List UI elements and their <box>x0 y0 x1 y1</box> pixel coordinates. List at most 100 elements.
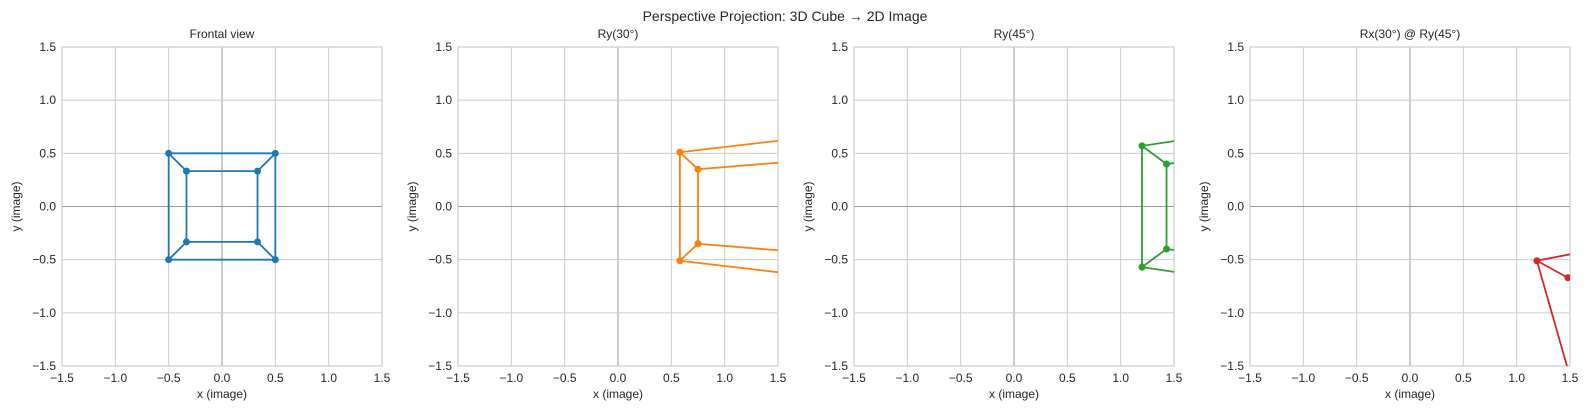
y-tick-label: 0.5 <box>831 146 848 160</box>
grid <box>1249 46 1571 367</box>
y-tick-label: 1.5 <box>831 40 848 54</box>
x-tick-label: 0.5 <box>663 371 680 385</box>
cube-vertex <box>182 167 190 175</box>
cube-vertex <box>182 238 190 246</box>
cube-edge <box>1536 260 1568 366</box>
x-tick-label: −0.5 <box>553 371 577 385</box>
cube-vertex <box>1138 142 1146 150</box>
cube-vertex <box>254 167 262 175</box>
x-axis-label: x (image) <box>197 387 247 401</box>
x-tick-label: −1.5 <box>50 371 74 385</box>
axes-frame <box>853 46 1175 367</box>
cube-edge <box>1141 145 1168 165</box>
x-axis-label: x (image) <box>593 387 643 401</box>
y-tick-label: −0.5 <box>32 253 56 267</box>
cube-vertex <box>676 257 684 265</box>
y-tick-label: 0.5 <box>435 146 452 160</box>
y-tick-label: 1.0 <box>39 93 56 107</box>
cube-vertex <box>254 238 262 246</box>
cube-vertex <box>1564 274 1570 282</box>
y-tick-label: 0.5 <box>39 146 56 160</box>
y-tick-label: 1.0 <box>1227 93 1244 107</box>
axes-frame <box>457 46 779 367</box>
subplot-title: Ry(30°) <box>598 27 639 41</box>
axes-frame <box>1249 46 1571 367</box>
y-axis-label: y (image) <box>801 181 815 231</box>
x-tick-label: 0.5 <box>1059 371 1076 385</box>
x-axis-label: x (image) <box>1385 387 1435 401</box>
x-tick-label: −1.0 <box>103 371 127 385</box>
grid <box>61 46 383 367</box>
y-tick-label: −0.5 <box>428 253 452 267</box>
x-tick-label: 0.5 <box>267 371 284 385</box>
y-tick-label: −1.5 <box>32 359 56 373</box>
x-tick-label: 1.5 <box>770 371 787 385</box>
y-tick-label: −1.0 <box>1220 306 1244 320</box>
cube-vertex <box>165 256 173 264</box>
cube-projection <box>165 149 279 264</box>
grid <box>853 46 1175 367</box>
cube-edge <box>168 241 188 261</box>
cube-edge <box>1536 253 1570 262</box>
cube-edge <box>256 241 276 261</box>
y-tick-label: 0.0 <box>435 200 452 214</box>
cube-edge <box>679 243 699 262</box>
y-tick-label: 1.5 <box>39 40 56 54</box>
x-tick-label: 1.0 <box>716 371 733 385</box>
subplot-title: Rx(30°) @ Ry(45°) <box>1360 27 1460 41</box>
x-tick-label: 0.0 <box>1006 371 1023 385</box>
cube-edge <box>1141 140 1174 147</box>
subplot-1: −1.5 −1.0 −0.5 0.0 0.5 1.0 1.5 −1.5 −1.0 −0.5 0.0 0… <box>9 27 391 401</box>
cube-vertex <box>165 149 173 157</box>
cube-vertex <box>676 148 684 156</box>
cube-vertex <box>1533 257 1541 265</box>
x-tick-label: −1.0 <box>1291 371 1315 385</box>
x-tick-label: −1.5 <box>1238 371 1262 385</box>
cube-vertex <box>694 165 702 173</box>
x-tick-label: −0.5 <box>157 371 181 385</box>
x-tick-label: 0.0 <box>1402 371 1419 385</box>
y-tick-label: −1.0 <box>428 306 452 320</box>
y-tick-label: 0.0 <box>831 200 848 214</box>
x-tick-label: −1.5 <box>842 371 866 385</box>
x-tick-label: 1.5 <box>1562 371 1579 385</box>
cube-edge <box>256 152 276 172</box>
cube-projection <box>1533 253 1570 366</box>
x-tick-label: −1.0 <box>895 371 919 385</box>
cube-vertex <box>1163 160 1171 168</box>
cube-projection <box>1138 140 1174 273</box>
x-tick-label: 0.0 <box>214 371 231 385</box>
y-tick-label: −0.5 <box>1220 253 1244 267</box>
x-tick-label: 1.0 <box>1112 371 1129 385</box>
y-tick-label: −1.5 <box>1220 359 1244 373</box>
y-tick-label: 1.5 <box>435 40 452 54</box>
x-tick-label: −0.5 <box>1345 371 1369 385</box>
x-tick-label: 1.0 <box>1508 371 1525 385</box>
y-tick-label: 0.0 <box>39 200 56 214</box>
cube-edge <box>679 151 699 170</box>
y-axis-label: y (image) <box>1197 181 1211 231</box>
x-tick-label: 1.5 <box>1166 371 1183 385</box>
cube-vertex <box>1138 263 1146 271</box>
subplot-title: Frontal view <box>190 27 255 41</box>
x-tick-label: 1.0 <box>320 371 337 385</box>
cube-vertex <box>271 256 279 264</box>
cube-edge <box>697 242 778 252</box>
y-tick-label: −1.0 <box>32 306 56 320</box>
subplot-3: −1.5 −1.0 −0.5 0.0 0.5 1.0 1.5 −1.5 −1.0 −0.5 0.0 0… <box>801 27 1183 401</box>
subplot-4: −1.5 −1.0 −0.5 0.0 0.5 1.0 1.5 −1.5 −1.0 −0.5 0.0 0… <box>1197 27 1579 401</box>
x-tick-label: 0.0 <box>610 371 627 385</box>
cube-projection <box>676 139 778 274</box>
figure-title: Perspective Projection: 3D Cube → 2D Ima… <box>643 8 928 24</box>
y-tick-label: 0.0 <box>1227 200 1244 214</box>
y-tick-label: 1.0 <box>435 93 452 107</box>
y-axis-label: y (image) <box>9 181 23 231</box>
cube-edge <box>1141 266 1174 273</box>
y-tick-label: −1.0 <box>824 306 848 320</box>
grid <box>457 46 779 367</box>
y-tick-label: −0.5 <box>824 253 848 267</box>
x-tick-label: −1.0 <box>499 371 523 385</box>
cube-edge <box>697 161 778 171</box>
x-tick-label: −0.5 <box>949 371 973 385</box>
